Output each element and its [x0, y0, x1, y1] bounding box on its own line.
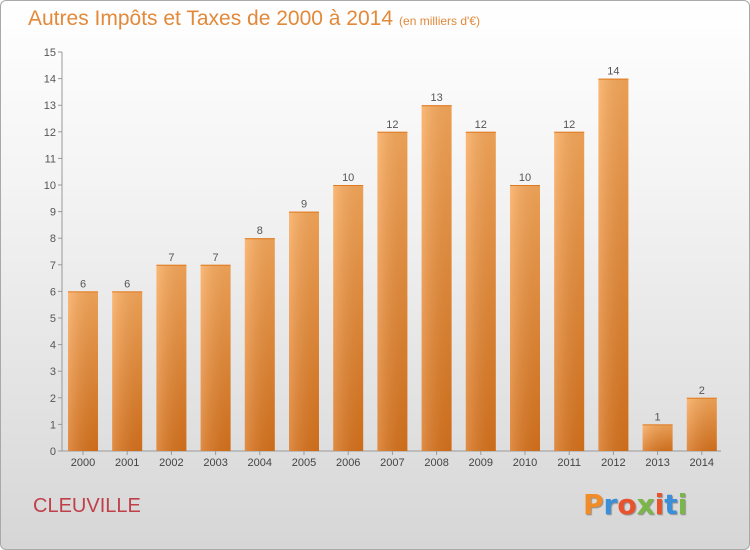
y-tick-label: 11	[45, 153, 56, 165]
x-tick-label: 2002	[159, 457, 183, 469]
chart-title-text: Autres Impôts et Taxes de 2000 à 2014	[28, 7, 394, 30]
x-tick-label: 2008	[424, 457, 448, 469]
value-label: 12	[386, 119, 398, 131]
bar-shade	[200, 264, 231, 451]
bar-shade	[112, 291, 143, 451]
x-tick-label: 2007	[380, 457, 404, 469]
x-tick-label: 2006	[336, 457, 360, 469]
y-tick-label: 12	[44, 127, 56, 139]
value-label: 13	[430, 92, 442, 104]
y-tick-label: 9	[50, 207, 56, 219]
logo-letter: r	[603, 488, 618, 521]
y-tick-label: 8	[50, 233, 56, 245]
y-tick-label: 3	[50, 366, 56, 378]
proxiti-logo[interactable]: Proxiti	[583, 488, 687, 521]
y-tick-label: 1	[50, 419, 56, 431]
bar-shade	[421, 105, 452, 451]
value-label: 8	[257, 225, 263, 237]
x-tick-label: 2011	[557, 457, 581, 469]
value-label: 12	[475, 119, 487, 131]
y-tick-label: 0	[50, 446, 56, 458]
y-tick-label: 10	[44, 180, 56, 192]
bar-shade	[686, 397, 717, 451]
value-label: 1	[655, 411, 661, 423]
value-label: 10	[342, 172, 354, 184]
value-label: 10	[519, 172, 531, 184]
value-label: 7	[168, 252, 174, 264]
x-tick-label: 2010	[513, 457, 537, 469]
value-label: 9	[301, 199, 307, 211]
bar-shade	[465, 131, 496, 452]
x-tick-label: 2003	[203, 457, 227, 469]
y-tick-label: 7	[50, 260, 56, 272]
value-label: 6	[80, 278, 86, 290]
chart-unit: (en milliers d'€)	[399, 14, 481, 28]
bar-shade	[244, 238, 275, 451]
logo-letter: o	[617, 488, 637, 521]
y-tick-label: 2	[50, 393, 56, 405]
bar-shade	[68, 291, 98, 451]
logo-letter: i	[654, 488, 665, 521]
y-tick-label: 4	[50, 340, 56, 352]
y-tick-label: 15	[44, 47, 56, 59]
bar-shade	[289, 211, 319, 451]
value-label: 12	[563, 119, 575, 131]
value-label: 2	[699, 385, 705, 397]
bar-shade	[510, 185, 540, 451]
logo-letter: i	[677, 488, 688, 521]
bar-shade	[333, 185, 364, 451]
y-tick-label: 14	[44, 74, 56, 86]
value-label: 6	[124, 278, 130, 290]
chart-title: Autres Impôts et Taxes de 2000 à 2014 (en…	[28, 7, 480, 31]
logo-letter: P	[583, 488, 604, 521]
bar-shade	[377, 131, 408, 452]
y-tick-label: 6	[50, 286, 56, 298]
logo-letter: x	[636, 488, 655, 521]
logo-letter: t	[664, 488, 678, 521]
x-tick-label: 2005	[292, 457, 316, 469]
x-tick-label: 2009	[469, 457, 493, 469]
x-tick-label: 2012	[601, 457, 625, 469]
value-label: 14	[607, 66, 619, 78]
y-tick-label: 13	[44, 100, 56, 112]
value-label: 7	[213, 252, 219, 264]
bars	[68, 78, 717, 452]
bar-shade	[598, 78, 629, 451]
labels: 6200062001720027200382004920051020061220…	[71, 66, 714, 469]
x-tick-label: 2001	[115, 457, 139, 469]
y-tick-label: 5	[50, 313, 56, 325]
x-tick-label: 2013	[645, 457, 669, 469]
bar-shade	[642, 424, 673, 451]
x-tick-label: 2004	[248, 457, 272, 469]
bar-shade	[554, 131, 585, 452]
x-tick-label: 2014	[690, 457, 714, 469]
x-tick-label: 2000	[71, 457, 95, 469]
commune-name: CLEUVILLE	[33, 495, 141, 517]
bar-shade	[156, 264, 187, 451]
